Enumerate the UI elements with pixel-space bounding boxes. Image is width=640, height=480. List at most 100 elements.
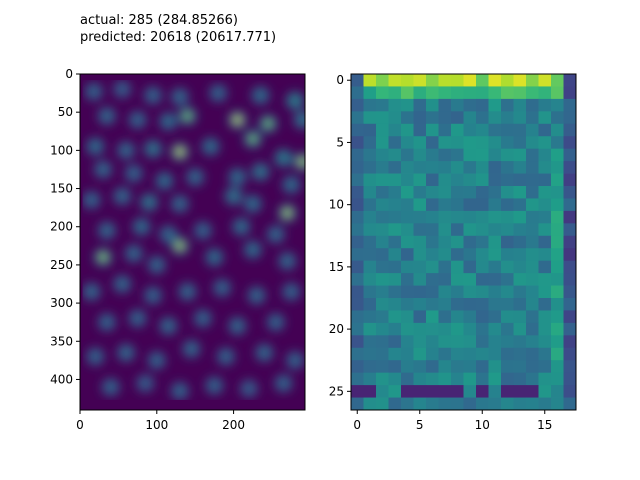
prediction-cell: [563, 173, 577, 187]
prediction-cell: [488, 260, 502, 274]
prediction-cell: [476, 198, 489, 212]
density-map-ytick-label: 350: [50, 334, 73, 348]
prediction-cell: [551, 260, 564, 274]
prediction-cell: [438, 74, 452, 87]
prediction-cell: [563, 273, 577, 286]
prediction-cell: [401, 223, 414, 237]
prediction-cell: [388, 74, 402, 87]
prediction-cell: [526, 86, 539, 100]
prediction-cell: [363, 148, 377, 162]
prediction-cell: [351, 248, 364, 262]
prediction-cell: [551, 173, 564, 187]
prediction-cell: [488, 248, 502, 262]
prediction-cell: [551, 186, 564, 199]
prediction-cell: [388, 397, 402, 411]
prediction-cell: [363, 235, 377, 249]
density-peak: [265, 120, 272, 127]
prediction-cell: [388, 273, 402, 286]
prediction-cell: [438, 111, 452, 125]
prediction-cell: [413, 111, 427, 125]
prediction-cell: [526, 372, 539, 386]
prediction-cell: [526, 260, 539, 274]
prediction-cell: [551, 161, 564, 174]
prediction-cell: [463, 385, 477, 398]
prediction-cell: [488, 74, 502, 87]
prediction-cell: [526, 385, 539, 398]
prediction-cell: [563, 198, 577, 212]
prediction-cell: [438, 235, 452, 249]
prediction-cell: [388, 111, 402, 125]
prediction-cell: [476, 86, 489, 100]
prediction-cell: [563, 111, 577, 125]
prediction-cell: [563, 385, 577, 398]
prediction-cell: [426, 173, 439, 187]
prediction-cell: [538, 148, 552, 162]
prediction-cell: [488, 397, 502, 411]
prediction-map-ytick-label: 20: [329, 322, 344, 336]
prediction-cell: [451, 161, 464, 174]
prediction-cell: [388, 136, 402, 150]
prediction-cell: [513, 161, 527, 174]
prediction-cell: [451, 173, 464, 187]
prediction-map-xtick-label: 0: [353, 418, 361, 432]
density-peak: [284, 209, 291, 216]
density-map-xtick-label: 100: [145, 418, 168, 432]
prediction-cell: [463, 161, 477, 174]
prediction-cell: [401, 285, 414, 299]
density-blob: [274, 374, 293, 393]
prediction-cell: [563, 98, 577, 112]
prediction-cell: [376, 285, 389, 299]
prediction-cell: [451, 148, 464, 162]
prediction-cell: [538, 173, 552, 187]
prediction-cell: [363, 74, 377, 87]
prediction-cell: [476, 397, 489, 411]
prediction-cell: [551, 298, 564, 311]
prediction-cell: [438, 223, 452, 237]
prediction-cell: [451, 322, 464, 336]
prediction-cell: [513, 136, 527, 150]
density-blob: [286, 91, 305, 110]
prediction-cell: [488, 335, 502, 349]
prediction-cell: [538, 161, 552, 174]
prediction-cell: [376, 74, 389, 87]
density-blob: [178, 282, 197, 301]
prediction-cell: [476, 347, 489, 361]
prediction-cell: [501, 98, 514, 112]
prediction-cell: [513, 186, 527, 199]
density-blob: [113, 187, 132, 206]
density-blob: [94, 160, 113, 179]
prediction-cell: [413, 136, 427, 150]
prediction-cell: [551, 310, 564, 324]
prediction-map-xtick-label: 15: [537, 418, 552, 432]
prediction-cell: [563, 298, 577, 311]
prediction-cell: [426, 123, 439, 137]
prediction-cell: [513, 360, 527, 374]
prediction-cell: [401, 210, 414, 224]
prediction-cell: [476, 210, 489, 224]
prediction-cell: [526, 111, 539, 125]
prediction-cell: [476, 123, 489, 137]
prediction-cell: [563, 161, 577, 174]
prediction-cell: [363, 186, 377, 199]
density-map-xtick-label: 200: [222, 418, 245, 432]
density-blob: [282, 175, 301, 194]
prediction-cell: [551, 235, 564, 249]
prediction-cell: [413, 186, 427, 199]
prediction-cell: [351, 210, 364, 224]
prediction-cell: [488, 148, 502, 162]
prediction-cell: [451, 136, 464, 150]
prediction-cell: [551, 98, 564, 112]
prediction-cell: [363, 260, 377, 274]
prediction-cell: [351, 223, 364, 237]
prediction-cell: [413, 248, 427, 262]
prediction-cell: [351, 98, 364, 112]
prediction-cell: [401, 298, 414, 311]
prediction-cell: [376, 210, 389, 224]
prediction-cell: [551, 210, 564, 224]
prediction-cell: [501, 111, 514, 125]
prediction-cell: [551, 74, 564, 87]
density-blob: [251, 86, 270, 105]
prediction-cell: [538, 111, 552, 125]
prediction-cell: [376, 186, 389, 199]
prediction-cell: [563, 397, 577, 411]
